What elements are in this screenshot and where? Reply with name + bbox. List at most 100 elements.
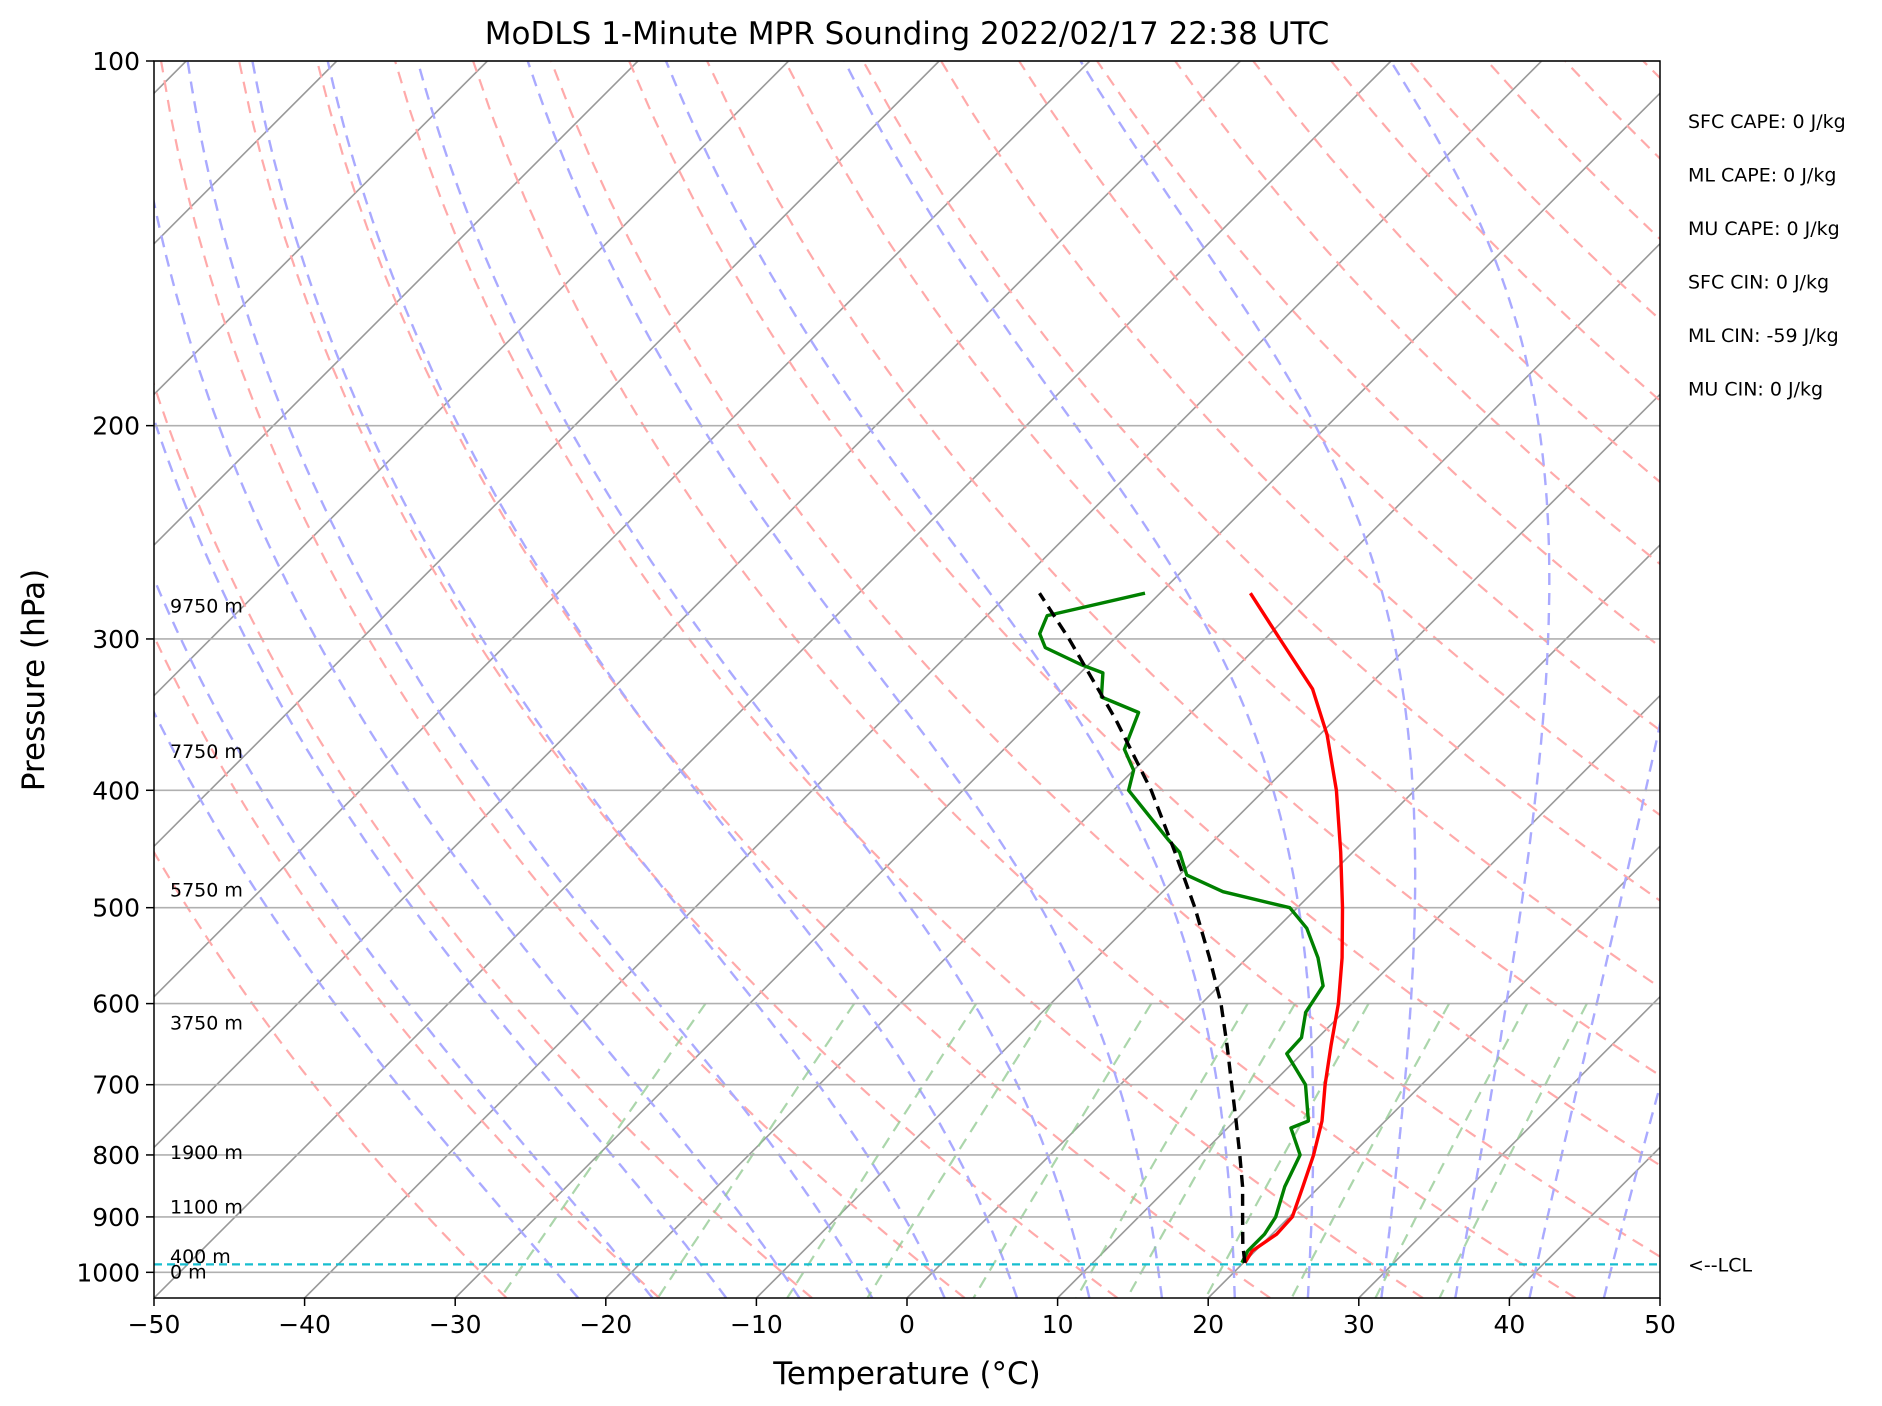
height-label: 9750 m <box>170 595 243 617</box>
mixing-ratio-line <box>1126 1003 1297 1298</box>
isotherm-line <box>1057 694 1660 1298</box>
mixing-ratio-line <box>1438 1003 1588 1298</box>
mixing-ratio-line <box>1204 1003 1370 1298</box>
x-tick-label: 0 <box>899 1310 915 1339</box>
isotherm-line <box>1207 845 1660 1298</box>
mixing-ratio-line <box>1290 1003 1451 1298</box>
moist-adiabat-line <box>154 415 728 1298</box>
dry-adiabat-line <box>394 61 1424 1298</box>
isotherm-line <box>154 61 1392 1298</box>
stat-line: ML CAPE: 0 J/kg <box>1688 165 1836 187</box>
x-tick-label: −30 <box>429 1310 482 1339</box>
stat-line: SFC CAPE: 0 J/kg <box>1688 111 1846 133</box>
isotherm-line <box>454 92 1660 1298</box>
mixing-ratio-line <box>1374 1003 1529 1298</box>
y-tick-label: 300 <box>92 625 140 654</box>
moist-adiabat-line <box>526 61 1164 1298</box>
stat-line: MU CIN: 0 J/kg <box>1688 379 1823 401</box>
height-label: 5750 m <box>170 880 243 902</box>
moist-adiabat-line <box>154 196 801 1298</box>
x-tick-label: 30 <box>1343 1310 1375 1339</box>
background-lines <box>154 61 1660 1298</box>
dry-adiabat-line <box>316 61 1271 1298</box>
isotherm-line <box>154 61 488 396</box>
moist-adiabat-line <box>186 61 874 1298</box>
isotherm-line <box>1358 995 1660 1298</box>
y-tick-label: 900 <box>92 1203 140 1232</box>
chart-title: MoDLS 1-Minute MPR Sounding 2022/02/17 2… <box>485 16 1329 52</box>
moist-adiabat-line <box>154 575 654 1298</box>
x-tick-label: 40 <box>1493 1310 1525 1339</box>
moist-adiabat-line <box>154 709 580 1298</box>
data-lines <box>154 591 1660 1266</box>
x-tick-label: −50 <box>128 1310 181 1339</box>
x-tick-label: −10 <box>730 1310 783 1339</box>
y-tick-label: 500 <box>92 894 140 923</box>
x-tick-label: 10 <box>1042 1310 1074 1339</box>
x-tick-label: −40 <box>278 1310 331 1339</box>
stat-line: MU CAPE: 0 J/kg <box>1688 218 1840 240</box>
moist-adiabat-line <box>843 61 1315 1298</box>
mixing-ratio-line <box>656 1002 856 1298</box>
y-tick-label: 700 <box>92 1071 140 1100</box>
mixing-ratio-line <box>866 1003 1053 1298</box>
moist-adiabat-line <box>1528 718 1660 1298</box>
isotherm-line <box>154 61 1241 1149</box>
moist-adiabat-line <box>416 61 1091 1298</box>
x-tick-label: 50 <box>1644 1310 1676 1339</box>
dry-adiabat-line <box>472 61 1577 1298</box>
temperature-line <box>1243 592 1345 1264</box>
isotherm-line <box>154 61 790 697</box>
dry-adiabat-line <box>238 61 1119 1298</box>
height-label: 1900 m <box>170 1142 243 1164</box>
height-label: 3750 m <box>170 1012 243 1034</box>
dry-adiabat-line <box>706 61 1660 1077</box>
dry-adiabat-line <box>1096 61 1660 649</box>
isotherm-line <box>154 61 940 848</box>
isotherm-line <box>154 61 639 547</box>
dry-adiabat-line <box>154 633 661 1298</box>
x-tick-label: −20 <box>579 1310 632 1339</box>
stats-panel: SFC CAPE: 0 J/kg ML CAPE: 0 J/kg MU CAPE: … <box>1688 111 1846 401</box>
x-axis-ticks: −50 −40 −30 −20 −10 0 10 20 30 40 50 <box>128 1298 1676 1339</box>
moist-adiabat-line <box>664 61 1236 1298</box>
y-tick-label: 400 <box>92 776 140 805</box>
parcel-line <box>1038 592 1247 1264</box>
isotherm-line <box>304 61 1543 1298</box>
mixing-ratio-line <box>499 1002 707 1298</box>
dewpoint-line <box>1038 591 1325 1264</box>
x-axis-label: Temperature (°C) <box>772 1356 1041 1392</box>
moist-adiabat-line <box>326 61 1019 1298</box>
y-tick-label: 1000 <box>76 1258 140 1287</box>
dry-adiabat-line <box>862 61 1660 902</box>
y-axis-ticks: 100 200 300 400 500 600 700 800 900 1000 <box>76 47 154 1287</box>
dry-adiabat-line <box>160 61 966 1298</box>
y-axis-label: Pressure (hPa) <box>16 569 52 791</box>
dry-adiabat-line <box>1018 61 1660 732</box>
dry-adiabat-line <box>550 61 1660 1258</box>
lcl-label: <--LCL <box>1688 1254 1752 1276</box>
height-label: 0 m <box>170 1261 207 1283</box>
height-labels: 9750 m 7750 m 5750 m 3750 m 1900 m 1100 m 400 … <box>170 595 243 1283</box>
height-label: 7750 m <box>170 741 243 763</box>
stat-line: SFC CIN: 0 J/kg <box>1688 272 1829 294</box>
height-label: 1100 m <box>170 1196 243 1218</box>
height-label: 400 m <box>170 1246 231 1268</box>
isotherm-line <box>605 242 1660 1298</box>
isotherm-line <box>154 61 1091 998</box>
dry-adiabat-line <box>628 61 1660 1167</box>
y-tick-label: 200 <box>92 412 140 441</box>
moist-adiabat-line <box>1079 61 1417 1298</box>
mixing-ratio-line <box>786 1002 978 1298</box>
dry-adiabat-line <box>784 61 1660 989</box>
stat-line: ML CIN: -59 J/kg <box>1688 325 1839 347</box>
y-tick-label: 100 <box>92 47 140 76</box>
y-tick-label: 600 <box>92 990 140 1019</box>
moist-adiabat-line <box>1389 61 1551 1298</box>
x-tick-label: 20 <box>1192 1310 1224 1339</box>
moist-adiabat-line <box>1602 1081 1660 1298</box>
dry-adiabat-line <box>940 61 1660 817</box>
y-tick-label: 800 <box>92 1141 140 1170</box>
isotherm-line <box>906 543 1660 1298</box>
